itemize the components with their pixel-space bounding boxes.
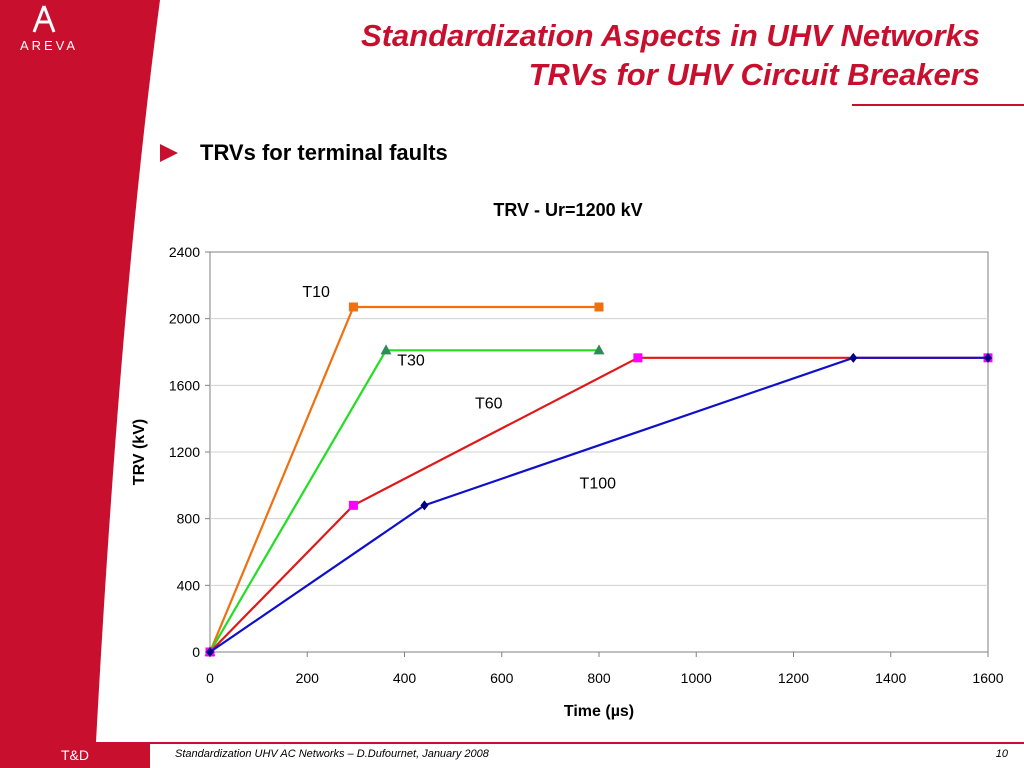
data-point-t100 [206, 647, 214, 657]
data-point-t30 [380, 344, 392, 355]
data-point-t100 [984, 352, 992, 363]
x-tick-label: 1200 [778, 670, 809, 686]
series-line-t60 [209, 356, 988, 653]
data-point-t100 [849, 352, 858, 363]
bullet-text: TRVs for terminal faults [200, 140, 448, 165]
data-point-t100 [420, 500, 429, 511]
trv-chart: TRV - Ur=1200 kV 04008001200160020002400… [131, 200, 1004, 720]
series-label-t30: T30 [397, 352, 425, 369]
x-tick-label: 1000 [681, 670, 712, 686]
page-title-line2: TRVs for UHV Circuit Breakers [528, 57, 980, 92]
series-layer: T10 T30 T60 T100 [204, 284, 993, 657]
x-tick-label: 600 [490, 670, 514, 686]
page-number: 10 [995, 748, 1008, 760]
y-tick-label: 2000 [169, 311, 200, 327]
y-tick-label: 1600 [169, 377, 200, 393]
series-label-t100: T100 [580, 476, 617, 493]
areva-logo-text: AREVA [19, 38, 79, 53]
series-label-t10: T10 [302, 284, 330, 301]
chart-title: TRV - Ur=1200 kV [493, 200, 642, 220]
y-tick-label: 2400 [169, 244, 200, 260]
series-label-t60: T60 [475, 396, 503, 413]
page-title: Standardization Aspects in UHV Networks … [361, 16, 980, 94]
x-axis-label: Time (µs) [564, 703, 634, 720]
sidebar-curve [96, 0, 160, 742]
y-tick-label: 800 [177, 511, 201, 527]
data-point-t30 [593, 344, 605, 355]
page-title-line1: Standardization Aspects in UHV Networks [361, 18, 980, 53]
y-tick-label: 1200 [169, 444, 200, 460]
areva-logo: AREVA [0, 0, 96, 70]
areva-logo-mark [32, 5, 56, 33]
footer-section-label: T&D [0, 742, 150, 768]
x-tick-label: 1600 [972, 670, 1003, 686]
footer-text: Standardization UHV AC Networks – D.Dufo… [175, 748, 489, 760]
x-tick-label: 200 [296, 670, 320, 686]
y-tick-label: 400 [177, 577, 201, 593]
axis-ticks: 0 400 800 1200 1600 2000 2400 0 200 400 600 800 1000… [169, 244, 1004, 686]
series-line-t100 [209, 356, 988, 653]
x-tick-label: 0 [206, 670, 214, 686]
title-rule [852, 104, 1024, 106]
x-tick-label: 400 [393, 670, 417, 686]
x-tick-label: 1400 [875, 670, 906, 686]
footer-rule [150, 742, 1024, 744]
sidebar-band [0, 0, 96, 742]
data-point-t60 [633, 353, 643, 363]
data-point-t10 [594, 302, 604, 312]
y-axis-label: TRV (kV) [131, 419, 148, 485]
data-point-t60 [348, 500, 358, 510]
x-tick-label: 800 [587, 670, 611, 686]
y-tick-label: 0 [192, 644, 200, 660]
footer-bar [0, 742, 1024, 768]
bullet-arrow-icon [160, 144, 178, 162]
data-point-t10 [348, 302, 358, 312]
